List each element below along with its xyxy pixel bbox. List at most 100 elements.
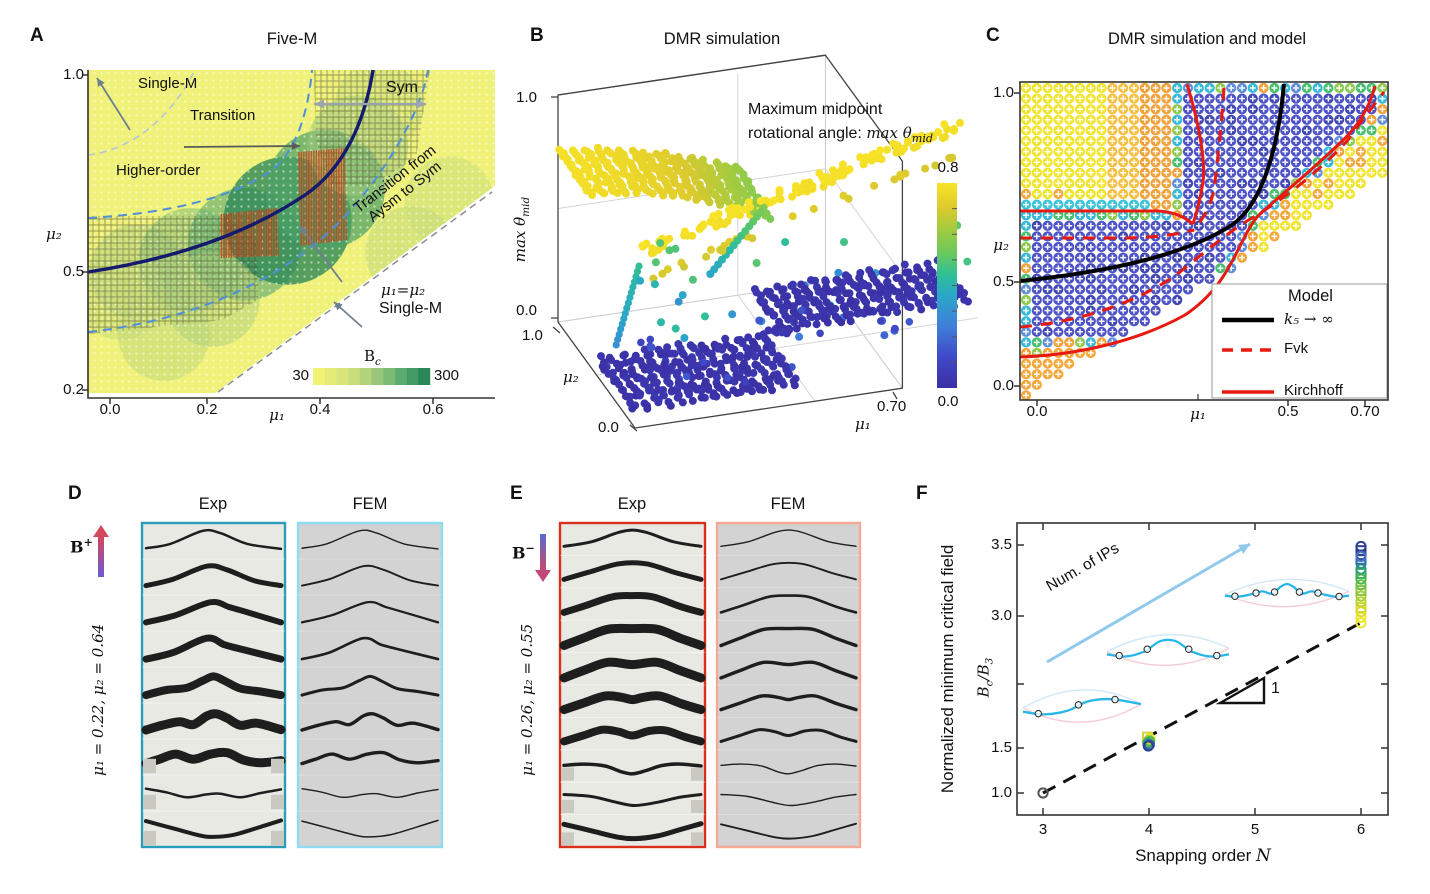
colorbar-a-max: 300 xyxy=(434,367,460,384)
panel-f-ytick-35: 3.5 xyxy=(991,536,1012,553)
panel-f-xtick-6: 6 xyxy=(1356,821,1366,838)
panel-c-xlabel: μ₁ xyxy=(1190,405,1206,423)
slope-triangle xyxy=(1215,675,1266,705)
panel-c-ytick-1: 1.0 xyxy=(993,84,1014,101)
panel-c-ytick-2: 0.5 xyxy=(993,273,1014,290)
panel-e-field-label: B− xyxy=(512,541,535,563)
fvk-curve-lower xyxy=(1019,91,1386,329)
legend-box xyxy=(1211,283,1388,399)
slope-fit-line xyxy=(1042,621,1362,795)
panel-e-fem-header: FEM xyxy=(770,495,806,513)
panel-d-exp-header: Exp xyxy=(198,495,228,513)
arrow xyxy=(96,77,131,131)
annotation-higher-order: Higher-order xyxy=(116,162,201,179)
panel-e-label: E xyxy=(510,483,523,504)
panel-a-plot xyxy=(82,69,495,404)
arrow xyxy=(299,225,343,283)
panel-a-ylabel: μ₂ xyxy=(46,225,62,243)
panel-b-mu2-tick-bottom: 0.0 xyxy=(598,419,619,436)
panel-a-xtick-3: 0.4 xyxy=(309,401,331,418)
dot-plus-marks xyxy=(1023,85,1386,399)
panel-b-mu2-tick-top: 1.0 xyxy=(522,327,543,344)
beam-inset-6-ips xyxy=(1224,578,1350,608)
panel-c-ytick-3: 0.0 xyxy=(993,377,1014,394)
panel-f-ytick-10: 1.0 xyxy=(991,784,1012,801)
panel-a-ytick-2: 0.5 xyxy=(63,263,84,280)
legend-item-k5: k₅ → ∞ xyxy=(1284,310,1334,328)
colorbar-b-max: 0.8 xyxy=(937,159,959,176)
annotation-b-line2: rotational angle: max θmid xyxy=(748,124,934,146)
panel-f-label: F xyxy=(916,483,928,504)
panel-f-ylabel-inner: Bc/B3 xyxy=(974,657,996,698)
panel-b-ztick-top: 1.0 xyxy=(516,89,537,106)
panel-a-xlabel: μ₁ xyxy=(269,406,285,424)
panel-b-mu2-label: μ₂ xyxy=(563,368,579,386)
panel-a-title: Five-M xyxy=(266,30,318,48)
panel-e-exp-header: Exp xyxy=(617,495,647,513)
panel-d-params: μ₁ = 0.22, μ₂ = 0.64 xyxy=(89,623,108,776)
panel-b-mu1-tick: 0.70 xyxy=(877,398,907,415)
panel-f-xtick-3: 3 xyxy=(1038,821,1048,838)
fvk-curve-upper xyxy=(1020,228,1195,240)
panel-c-xtick-3: 0.70 xyxy=(1350,403,1380,420)
panel-a-label: A xyxy=(30,25,44,46)
panel-f-ytick-30: 3.0 xyxy=(991,607,1012,624)
panel-f-ytick-15: 1.5 xyxy=(991,739,1012,756)
annotation-sym: Sym xyxy=(386,79,418,96)
panel-e-fem-image-strip xyxy=(715,521,862,849)
transition-boundary-upper xyxy=(87,69,313,219)
phase-field xyxy=(88,70,495,393)
panel-f-ylabel: Normalized minimum critical field xyxy=(938,544,958,794)
panel-c-xtick-2: 0.5 xyxy=(1277,403,1299,420)
annotation-single-m-bottom: Single-M xyxy=(379,300,443,317)
transition-boundary-lower xyxy=(87,69,429,333)
colorbar-b-min: 0.0 xyxy=(937,393,959,410)
panel-d xyxy=(93,521,444,849)
kirchhoff-curve-lower xyxy=(1019,85,1377,359)
panel-d-fem-header: FEM xyxy=(352,495,388,513)
colorbar-a-min: 30 xyxy=(292,367,309,384)
k5-infinity-curve xyxy=(87,69,375,274)
panel-e-params: μ₁ = 0.26, μ₂ = 0.55 xyxy=(518,623,537,776)
panel-a-ytick-3: 0.2 xyxy=(63,381,84,398)
sym-double-arrow xyxy=(314,99,426,109)
annotation-b-line1: Maximum midpoint xyxy=(748,101,883,118)
panel-e-exp-image-strip xyxy=(558,521,707,849)
panel-b-title: DMR simulation xyxy=(663,30,781,48)
panel-a-xtick-1: 0.0 xyxy=(99,401,121,418)
legend-title: Model xyxy=(1288,287,1333,305)
panel-f-xtick-5: 5 xyxy=(1250,821,1260,838)
colorbar-a-title: Bc xyxy=(364,347,381,368)
legend-item-kirchhoff: Kirchhoff xyxy=(1284,382,1343,399)
panel-c-label: C xyxy=(986,25,1000,46)
legend-item-fvk: Fvk xyxy=(1284,340,1309,357)
panel-d-field-label: B+ xyxy=(70,535,93,557)
panel-b-mu1-label: μ₁ xyxy=(855,415,871,433)
panel-b-label: B xyxy=(530,25,544,46)
panel-a-ytick-1: 1.0 xyxy=(63,66,84,83)
grid-hatch-left xyxy=(88,216,258,334)
scatter-3d-points xyxy=(555,118,972,413)
beam-inset-4-ips xyxy=(1106,634,1230,666)
panel-c-xtick-1: 0.0 xyxy=(1026,403,1048,420)
panel-d-fem-image-strip xyxy=(296,521,444,849)
panel-f-slope-label: 1 xyxy=(1271,680,1280,697)
panel-b-zlabel: max θmid xyxy=(511,196,533,263)
panel-f-xlabel: Snapping order N xyxy=(1135,846,1271,866)
panel-f-plot xyxy=(1016,522,1389,816)
panel-d-label: D xyxy=(68,483,82,504)
scatter-markers xyxy=(1037,540,1367,799)
arrow xyxy=(183,142,301,150)
annotation-transition: Transition xyxy=(190,107,256,124)
panel-b-ztick-bottom: 0.0 xyxy=(516,302,537,319)
mu1-eq-mu2-line xyxy=(217,191,493,393)
k5-infinity-curve-c xyxy=(1019,83,1286,283)
panel-b-plot xyxy=(551,54,979,432)
panel-c-plot xyxy=(1014,81,1389,406)
kirchhoff-curve-upper xyxy=(1020,209,1194,226)
panel-f-xtick-4: 4 xyxy=(1144,821,1154,838)
panel-a-xtick-4: 0.6 xyxy=(422,401,444,418)
panel-a-xtick-2: 0.2 xyxy=(196,401,218,418)
